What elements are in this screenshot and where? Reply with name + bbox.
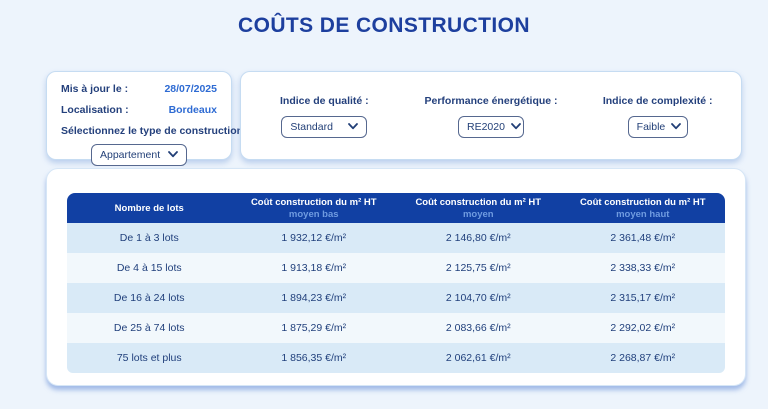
costs-table-body: De 1 à 3 lots 1 932,12 €/m² 2 146,80 €/m… <box>67 223 725 373</box>
cost-mid-cell: 2 062,61 €/m² <box>396 343 561 373</box>
header-cost-low: Coût construction du m² HT moyen bas <box>231 193 396 223</box>
page-title: COÛTS DE CONSTRUCTION <box>238 14 530 37</box>
cost-mid-cell: 2 104,70 €/m² <box>396 283 561 313</box>
cost-mid-cell: 2 146,80 €/m² <box>396 223 561 253</box>
cost-mid-cell: 2 083,66 €/m² <box>396 313 561 343</box>
complexity-value: Faible <box>636 121 666 133</box>
cost-high-cell: 2 292,02 €/m² <box>560 313 725 343</box>
complexity-select[interactable]: Faible <box>627 116 688 138</box>
construction-type-value: Appartement <box>100 149 161 161</box>
header-cost-mid: Coût construction du m² HT moyen <box>396 193 561 223</box>
header-cost-high: Coût construction du m² HT moyen haut <box>560 193 725 223</box>
lots-cell: De 1 à 3 lots <box>67 223 232 253</box>
costs-table-wrap: Nombre de lots Coût construction du m² H… <box>67 193 725 373</box>
results-card: Nombre de lots Coût construction du m² H… <box>46 168 746 386</box>
chevron-down-icon <box>348 121 359 133</box>
cost-low-cell: 1 856,35 €/m² <box>231 343 396 373</box>
updated-value: 28/07/2025 <box>164 83 217 95</box>
updated-label: Mis à jour le : <box>61 83 129 95</box>
construction-type-label: Sélectionnez le type de construction : <box>61 125 250 137</box>
cost-high-cell: 2 361,48 €/m² <box>560 223 725 253</box>
chevron-down-icon <box>168 149 178 161</box>
table-row: De 1 à 3 lots 1 932,12 €/m² 2 146,80 €/m… <box>67 223 725 253</box>
cost-low-cell: 1 875,29 €/m² <box>231 313 396 343</box>
lots-cell: De 16 à 24 lots <box>67 283 232 313</box>
quality-filter: Indice de qualité : Standard <box>241 72 408 159</box>
table-row: De 16 à 24 lots 1 894,23 €/m² 2 104,70 €… <box>67 283 725 313</box>
energy-select[interactable]: RE2020 <box>458 116 524 138</box>
complexity-filter: Indice de complexité : Faible <box>574 72 741 159</box>
updated-row: Mis à jour le : 28/07/2025 <box>61 83 217 95</box>
header-lots: Nombre de lots <box>67 193 232 223</box>
lots-cell: De 4 à 15 lots <box>67 253 232 283</box>
lots-cell: 75 lots et plus <box>67 343 232 373</box>
table-row: 75 lots et plus 1 856,35 €/m² 2 062,61 €… <box>67 343 725 373</box>
cost-low-cell: 1 894,23 €/m² <box>231 283 396 313</box>
costs-table: Nombre de lots Coût construction du m² H… <box>67 193 725 373</box>
cost-mid-cell: 2 125,75 €/m² <box>396 253 561 283</box>
quality-value: Standard <box>290 121 333 133</box>
location-value: Bordeaux <box>168 104 217 116</box>
costs-table-header: Nombre de lots Coût construction du m² H… <box>67 193 725 223</box>
location-label: Localisation : <box>61 104 129 116</box>
info-panel: Mis à jour le : 28/07/2025 Localisation … <box>46 71 250 166</box>
table-row: De 4 à 15 lots 1 913,18 €/m² 2 125,75 €/… <box>67 253 725 283</box>
table-row: De 25 à 74 lots 1 875,29 €/m² 2 083,66 €… <box>67 313 725 343</box>
lots-cell: De 25 à 74 lots <box>67 313 232 343</box>
energy-filter: Performance énergétique : RE2020 <box>408 72 575 159</box>
construction-type-select-wrap: Appartement <box>61 144 217 166</box>
cost-high-cell: 2 338,33 €/m² <box>560 253 725 283</box>
quality-label: Indice de qualité : <box>279 95 369 107</box>
location-row: Localisation : Bordeaux <box>61 104 217 116</box>
complexity-label: Indice de complexité : <box>602 95 713 107</box>
construction-type-select[interactable]: Appartement <box>91 144 187 166</box>
quality-select[interactable]: Standard <box>281 116 368 138</box>
cost-high-cell: 2 315,17 €/m² <box>560 283 725 313</box>
cost-low-cell: 1 913,18 €/m² <box>231 253 396 283</box>
energy-value: RE2020 <box>467 121 505 133</box>
filters-panel: Indice de qualité : Standard Performance… <box>240 71 742 160</box>
chevron-down-icon <box>511 121 521 133</box>
cost-low-cell: 1 932,12 €/m² <box>231 223 396 253</box>
chevron-down-icon <box>671 121 682 133</box>
cost-high-cell: 2 268,87 €/m² <box>560 343 725 373</box>
energy-label: Performance énergétique : <box>424 95 558 107</box>
header-lots-label: Nombre de lots <box>114 202 184 214</box>
